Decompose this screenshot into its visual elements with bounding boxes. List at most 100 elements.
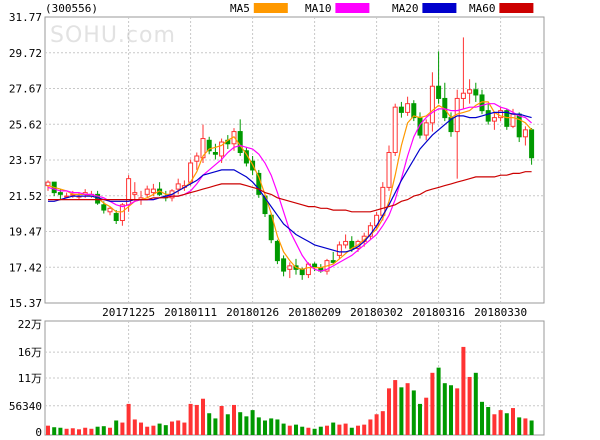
candle-body <box>516 113 522 138</box>
volume-bar <box>225 414 230 435</box>
candle <box>467 79 473 104</box>
candle <box>423 119 429 141</box>
candle-body <box>411 103 417 119</box>
candle-body <box>473 89 479 96</box>
candle-body <box>386 152 392 188</box>
volume-bar <box>411 390 416 435</box>
candle-body <box>429 85 435 124</box>
volume-bar <box>312 428 317 435</box>
candle-body <box>64 195 70 198</box>
volume-bar <box>275 419 280 435</box>
volume-bar <box>287 425 292 435</box>
candle-body <box>491 117 497 122</box>
candle-body <box>460 92 466 99</box>
volume-tick-label: 11万 <box>18 372 42 385</box>
candle-body <box>380 186 386 216</box>
volume-bar <box>132 419 137 435</box>
volume-bar <box>430 372 435 435</box>
watermark: SOHU.com <box>50 23 176 48</box>
line-ma20 <box>48 111 532 253</box>
candle <box>436 51 442 104</box>
legend-label-ma10: MA10 <box>305 2 332 15</box>
volume-tick-label: 16万 <box>18 346 42 359</box>
volume-bar <box>194 404 199 435</box>
volume-bar <box>337 424 342 435</box>
volume-bar <box>461 346 466 435</box>
candle-body <box>504 110 510 127</box>
legend: MA5 MA10 MA20 MA60 <box>230 2 534 15</box>
candle-body <box>101 204 107 211</box>
candle <box>398 101 404 118</box>
volume-bar <box>182 422 187 435</box>
candle-body <box>200 138 206 159</box>
volume-bars <box>46 346 534 435</box>
candle-body <box>194 155 200 162</box>
candle <box>132 182 138 202</box>
volume-bar <box>108 427 112 435</box>
legend-swatch-ma60 <box>499 3 534 13</box>
legend-swatch-ma10 <box>335 3 370 13</box>
candle <box>107 206 113 216</box>
legend-label-ma60: MA60 <box>469 2 496 15</box>
candle <box>175 178 181 195</box>
date-axis: 20171225 20180111 20180126 20180209 20180302… <box>102 306 527 319</box>
volume-bar <box>498 410 503 435</box>
candle <box>194 152 200 170</box>
volume-bar <box>95 426 100 435</box>
candle-body <box>219 141 225 157</box>
candle <box>64 192 70 198</box>
candle <box>473 82 479 102</box>
price-tick-label: 27.67 <box>9 83 42 96</box>
volume-bar <box>201 398 205 435</box>
candle-body <box>274 240 280 262</box>
candle-body <box>107 207 113 213</box>
volume-bar <box>473 372 478 435</box>
date-tick-label: 20180302 <box>350 306 403 319</box>
volume-bar <box>263 420 267 435</box>
volume-bar <box>114 420 119 435</box>
candle-body <box>405 103 411 113</box>
volume-bar <box>486 407 491 435</box>
legend-label-ma5: MA5 <box>230 2 250 15</box>
candle-body <box>423 122 429 136</box>
candle <box>491 112 497 130</box>
volume-bar <box>504 413 509 435</box>
volume-bar <box>58 427 63 435</box>
price-tick-label: 29.72 <box>9 47 42 60</box>
volume-bar <box>145 426 150 435</box>
price-tick-label: 15.37 <box>9 297 42 310</box>
price-tick-label: 31.77 <box>9 11 42 24</box>
candle-body <box>57 192 63 195</box>
volume-bar <box>89 428 94 435</box>
volume-bar <box>511 408 515 435</box>
volume-bar <box>424 397 429 435</box>
candle-body <box>336 244 342 256</box>
candle <box>336 241 342 259</box>
candle <box>405 96 411 116</box>
candle <box>144 185 150 198</box>
volume-bar <box>418 403 422 435</box>
candle-body <box>287 265 293 270</box>
volume-bar <box>449 385 453 435</box>
volume-bar <box>157 423 162 435</box>
volume-bar <box>207 413 212 435</box>
candle <box>411 100 417 122</box>
volume-bar <box>213 418 218 435</box>
volume-bar <box>250 410 255 435</box>
candle <box>274 239 280 265</box>
candle <box>287 262 293 279</box>
volume-bar <box>331 422 336 435</box>
volume-bar <box>101 426 106 435</box>
candle-body <box>467 89 473 94</box>
candle-body <box>144 188 150 195</box>
volume-bar <box>442 383 447 435</box>
volume-bar <box>523 418 528 435</box>
volume-bar <box>188 403 193 435</box>
volume-bar <box>163 425 168 435</box>
volume-tick-label: 56340 <box>9 400 42 413</box>
volume-bar <box>83 427 88 435</box>
price-tick-label: 19.47 <box>9 226 42 239</box>
candle-body <box>45 181 51 187</box>
volume-bar <box>380 411 385 435</box>
price-tick-label: 21.52 <box>9 190 42 203</box>
